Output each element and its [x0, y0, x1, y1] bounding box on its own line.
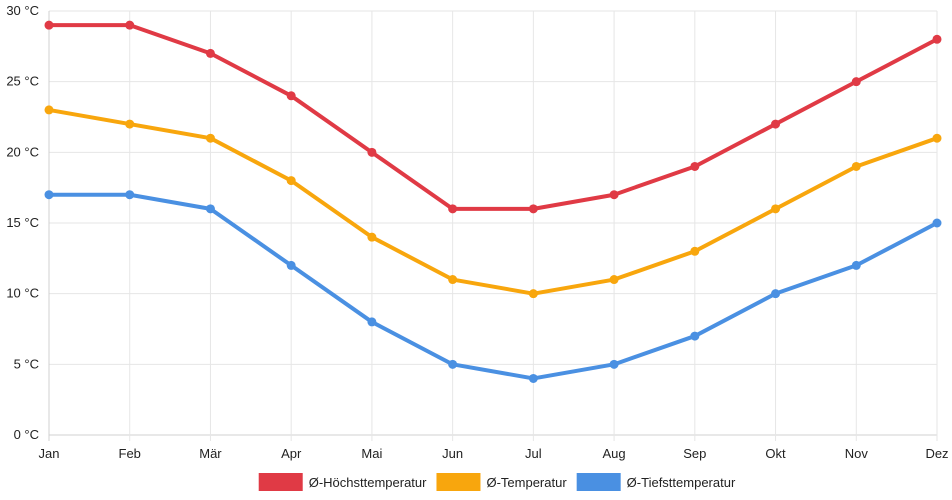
data-point[interactable]	[125, 119, 135, 129]
data-point[interactable]	[851, 77, 861, 87]
y-tick-label: 15 °C	[6, 215, 39, 230]
data-point[interactable]	[609, 359, 619, 369]
x-tick-label: Jul	[525, 446, 542, 461]
data-point[interactable]	[448, 359, 458, 369]
data-point[interactable]	[932, 218, 942, 228]
data-point[interactable]	[44, 20, 54, 30]
series-line	[47, 192, 939, 381]
legend-label: Ø-Höchsttemperatur	[309, 475, 427, 490]
x-tick-label: Apr	[281, 446, 302, 461]
x-tick-label: Jan	[39, 446, 60, 461]
data-point[interactable]	[771, 289, 781, 299]
series-line	[47, 107, 939, 296]
data-point[interactable]	[771, 119, 781, 129]
legend-item[interactable]: Ø-Höchsttemperatur	[258, 473, 427, 491]
data-point[interactable]	[690, 246, 700, 256]
data-point[interactable]	[286, 176, 296, 186]
x-tick-label: Okt	[765, 446, 786, 461]
data-point[interactable]	[932, 133, 942, 143]
data-point[interactable]	[205, 204, 215, 214]
data-point[interactable]	[448, 204, 458, 214]
data-point[interactable]	[690, 331, 700, 341]
y-tick-label: 20 °C	[6, 144, 39, 159]
legend-swatch	[576, 473, 621, 491]
legend-label: Ø-Tiefsttemperatur	[627, 475, 736, 490]
x-axis-ticks: Jan Feb Mär Apr Mai Jun Jul Aug Sep Okt Nov Dez	[39, 446, 949, 461]
data-point[interactable]	[932, 34, 942, 44]
data-point[interactable]	[448, 275, 458, 285]
y-axis-ticks: 0 °C 5 °C 10 °C 15 °C 20 °C 25 °C 30 °C	[6, 3, 39, 442]
x-tick-label: Jun	[442, 446, 463, 461]
x-tick-label: Nov	[845, 446, 869, 461]
x-tick-label: Aug	[603, 446, 626, 461]
data-point[interactable]	[609, 275, 619, 285]
grid-lines	[48, 10, 938, 441]
data-point[interactable]	[125, 190, 135, 200]
data-point[interactable]	[851, 161, 861, 171]
data-point[interactable]	[771, 204, 781, 214]
data-point[interactable]	[367, 317, 377, 327]
x-tick-label: Mär	[199, 446, 222, 461]
data-point[interactable]	[528, 204, 538, 214]
legend: Ø-Höchsttemperatur Ø-Temperatur Ø-Tiefstte…	[258, 473, 736, 491]
series-line	[47, 23, 939, 211]
data-point[interactable]	[367, 232, 377, 242]
legend-swatch	[436, 473, 481, 491]
legend-item[interactable]: Ø-Tiefsttemperatur	[576, 473, 736, 491]
x-tick-label: Feb	[119, 446, 141, 461]
legend-label: Ø-Temperatur	[486, 475, 567, 490]
data-point[interactable]	[125, 20, 135, 30]
y-tick-label: 25 °C	[6, 74, 39, 89]
y-tick-label: 0 °C	[14, 427, 39, 442]
series-2	[44, 105, 942, 299]
data-point[interactable]	[690, 161, 700, 171]
data-point[interactable]	[528, 289, 538, 299]
legend-swatch	[258, 473, 303, 491]
data-point[interactable]	[205, 133, 215, 143]
legend-item[interactable]: Ø-Temperatur	[436, 473, 567, 491]
x-tick-label: Sep	[683, 446, 706, 461]
data-point[interactable]	[851, 260, 861, 270]
series-1	[44, 20, 942, 214]
data-point[interactable]	[286, 260, 296, 270]
data-point[interactable]	[286, 91, 296, 101]
x-tick-label: Mai	[361, 446, 382, 461]
y-tick-label: 10 °C	[6, 286, 39, 301]
data-point[interactable]	[44, 105, 54, 115]
y-tick-label: 5 °C	[14, 356, 39, 371]
y-tick-label: 30 °C	[6, 3, 39, 18]
data-point[interactable]	[367, 147, 377, 157]
data-point[interactable]	[44, 190, 54, 200]
data-point[interactable]	[609, 190, 619, 200]
data-point[interactable]	[528, 373, 538, 383]
data-point[interactable]	[205, 48, 215, 58]
series-lines	[44, 20, 942, 383]
x-tick-label: Dez	[925, 446, 948, 461]
series-3	[44, 190, 942, 383]
